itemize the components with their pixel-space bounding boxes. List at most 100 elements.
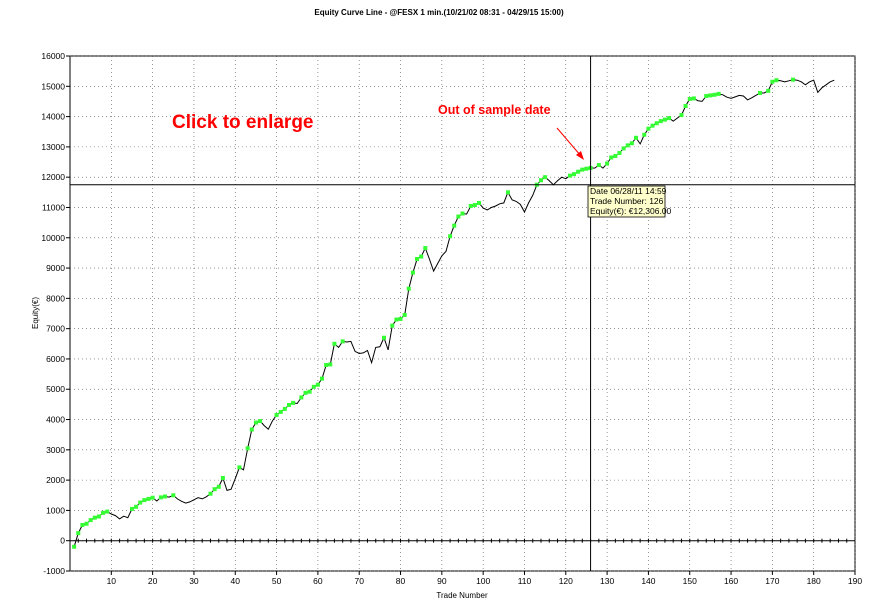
equity-high-marker [105, 509, 110, 514]
equity-high-marker [617, 150, 622, 155]
y-axis-ticks: -1000 0 1000 2000 3000 4000 5000 6000 7000 8000 90… [41, 51, 70, 576]
equity-high-marker [150, 495, 155, 500]
y-tick-label: 10000 [41, 233, 65, 243]
y-tick-label: 7000 [46, 324, 65, 334]
equity-high-marker [258, 419, 263, 424]
equity-high-marker [650, 123, 655, 128]
y-tick-label: 9000 [46, 263, 65, 273]
equity-high-marker [249, 427, 254, 432]
equity-high-marker [629, 141, 634, 146]
equity-high-marker [134, 504, 139, 509]
equity-high-marker [382, 335, 386, 340]
equity-high-marker [406, 286, 411, 291]
equity-high-marker [642, 132, 647, 137]
equity-high-marker [472, 203, 477, 208]
x-tick-label: 80 [396, 576, 406, 586]
equity-high-marker [419, 254, 424, 259]
y-tick-label: 11000 [42, 202, 65, 212]
equity-high-marker [328, 362, 333, 367]
equity-high-marker [691, 96, 696, 101]
equity-high-marker [567, 173, 572, 178]
equity-high-marker [757, 90, 762, 95]
equity-high-marker [410, 270, 415, 275]
equity-high-marker [307, 389, 312, 394]
equity-high-marker [572, 172, 577, 177]
x-tick-label: 60 [313, 576, 323, 586]
x-tick-label: 30 [189, 576, 199, 586]
equity-high-marker [88, 518, 93, 523]
equity-high-marker [634, 135, 639, 140]
y-tick-label: 2000 [46, 475, 65, 485]
equity-high-marker [245, 446, 250, 451]
equity-high-marker [129, 506, 134, 511]
equity-high-marker [72, 544, 77, 549]
equity-high-marker [770, 79, 775, 84]
y-axis-label: Equity(€) [31, 297, 40, 329]
x-tick-label: 190 [848, 576, 862, 586]
x-tick-label: 50 [272, 576, 282, 586]
equity-high-marker [687, 97, 692, 102]
click-to-enlarge-link[interactable]: Click to enlarge [172, 112, 314, 133]
equity-high-marker [320, 376, 325, 381]
equity-high-marker [662, 117, 667, 122]
equity-high-marker [460, 211, 465, 216]
chart-title: Equity Curve Line - @FESX 1 min.(10/21/0… [314, 8, 564, 17]
tooltip-trade-number: Trade Number: 126 [590, 196, 664, 206]
equity-high-marker [468, 203, 473, 208]
equity-high-marker [274, 412, 279, 417]
equity-high-marker [580, 167, 585, 172]
x-tick-label: 140 [641, 576, 655, 586]
equity-high-marker [142, 498, 147, 503]
equity-high-marker [774, 78, 779, 83]
equity-high-marker [621, 146, 626, 151]
equity-high-marker [390, 323, 395, 328]
x-tick-label: 180 [807, 576, 821, 586]
x-tick-label: 110 [518, 576, 532, 586]
equity-high-marker [101, 510, 106, 515]
equity-high-marker [667, 116, 672, 121]
equity-high-marker [415, 256, 420, 261]
equity-high-marker [84, 521, 89, 526]
equity-high-marker [646, 126, 651, 131]
y-tick-label: 4000 [46, 415, 65, 425]
equity-high-marker [92, 515, 97, 520]
x-tick-label: 40 [231, 576, 241, 586]
equity-high-marker [303, 390, 308, 395]
x-tick-label: 160 [724, 576, 738, 586]
equity-high-marker [679, 113, 684, 118]
equity-high-marker [332, 341, 337, 346]
equity-high-marker [613, 153, 618, 158]
equity-high-marker [96, 514, 101, 519]
equity-high-marker [291, 400, 296, 405]
y-tick-label: 8000 [46, 293, 65, 303]
equity-high-marker [138, 500, 143, 505]
grid-lines [70, 55, 856, 572]
y-tick-label: 14000 [41, 112, 65, 122]
x-tick-label: 70 [354, 576, 364, 586]
equity-high-marker [584, 166, 589, 171]
equity-high-marker [212, 487, 217, 492]
equity-high-marker [278, 409, 283, 414]
x-tick-label: 130 [600, 576, 614, 586]
x-tick-label: 150 [683, 576, 697, 586]
x-tick-label: 20 [148, 576, 158, 586]
equity-high-marker [394, 317, 399, 322]
tooltip-date: Date 06/28/11 14:59 [590, 186, 667, 196]
zero-axis [70, 538, 855, 543]
equity-high-marker [683, 103, 688, 108]
equity-high-marker [315, 382, 320, 387]
equity-high-marker [625, 143, 630, 148]
equity-high-marker [456, 214, 461, 219]
equity-high-marker [609, 155, 614, 160]
equity-high-marker [76, 531, 81, 536]
equity-high-marker [716, 91, 721, 96]
y-tick-label: 13000 [41, 142, 65, 152]
equity-high-marker [80, 522, 85, 527]
equity-high-marker [299, 395, 304, 400]
y-tick-label: 15000 [41, 81, 65, 91]
equity-high-marker [324, 363, 329, 367]
equity-high-marker [766, 88, 771, 93]
equity-high-marker [282, 406, 287, 411]
y-tick-label: 6000 [46, 354, 65, 364]
